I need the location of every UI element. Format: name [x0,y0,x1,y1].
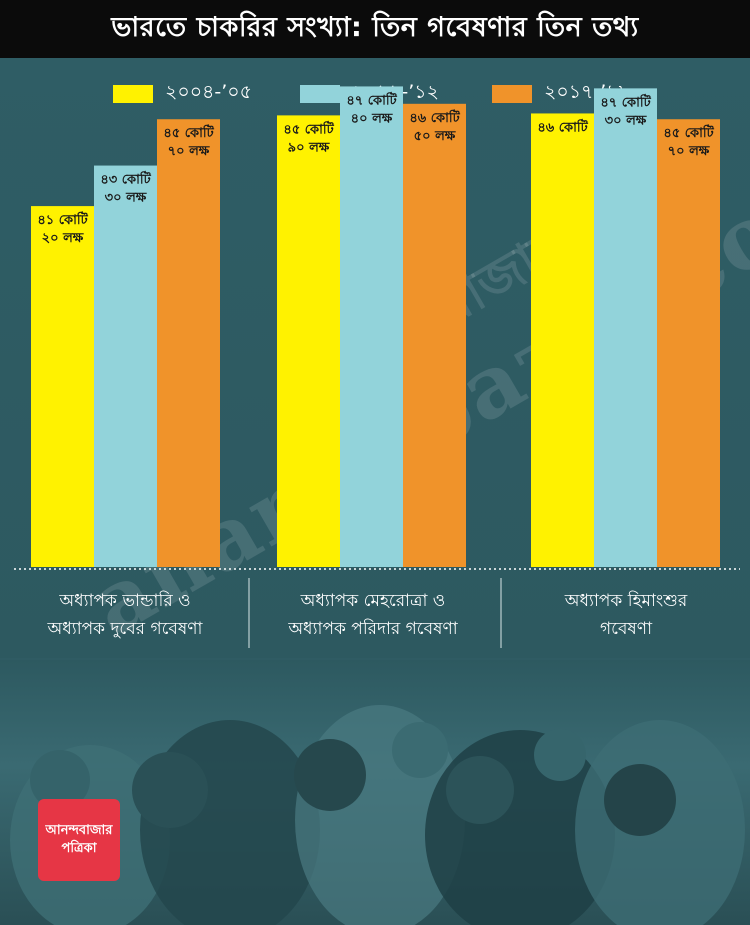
category-label-0: অধ্যাপক ভান্ডারি ও [58,590,190,611]
data-label-series-2-category-0: ৭০ লক্ষ [168,144,210,159]
data-label-series-0-category-0: ৪১ কোটি [37,211,88,228]
bar-series-1-category-1 [340,86,403,568]
bar-series-2-category-0 [157,119,220,568]
category-label-1: অধ্যাপক মেহরোত্রা ও [300,591,446,611]
legend-item-2004: ২০০৪-’০৫ [113,78,252,110]
data-label-series-0-category-0: ২০ লক্ষ [42,231,84,246]
category-label-0: অধ্যাপক দুবের গবেষণা [47,619,204,639]
data-label-series-0-category-1: ৯০ লক্ষ [288,140,330,155]
category-label-2: অধ্যাপক হিমাংশুর [564,590,688,611]
legend-swatch-2017 [492,85,532,103]
data-label-series-1-category-0: ৩০ লক্ষ [105,191,147,206]
data-label-series-2-category-1: ৫০ লক্ষ [414,129,456,144]
chart-title: ভারতে চাকরির সংখ্যা: তিন গবেষণার তিন তথ্… [111,11,639,43]
category-label-1: অধ্যাপক পরিদার গবেষণা [287,618,458,639]
data-label-series-0-category-1: ৪৫ কোটি [283,120,334,137]
data-label-series-1-category-2: ৩০ লক্ষ [605,113,647,128]
bar-series-1-category-2 [594,88,657,568]
crowd-photo-illustration [10,705,745,925]
bar-series-0-category-1 [277,115,340,567]
bar-series-0-category-0 [31,206,94,567]
bar-series-2-category-1 [403,103,466,568]
logo-line-2: পত্রিকা [61,841,97,856]
bar-chart: ৪১ কোটি ২০ লক্ষ ৪৫ কোটি ৯০ লক্ষ ৪৬ কোটি ৪৩ কো… [14,86,740,648]
legend-label-2004: ২০০৪-’০৫ [165,81,252,103]
bar-series-2-category-2 [657,119,720,568]
background-photo [0,660,750,925]
data-label-series-2-category-2: ৪৫ কোটি [663,124,714,141]
logo-line-1: আনন্দবাজার [45,823,113,838]
legend-swatch-2004 [113,85,153,103]
category-label-2: গবেষণা [600,619,653,639]
data-label-series-2-category-0: ৪৫ কোটি [163,124,214,141]
data-label-series-0-category-2: ৪৬ কোটি [537,118,588,135]
data-label-series-1-category-2: ৪৭ কোটি [600,93,651,110]
bar-series-1-category-0 [94,165,157,567]
data-label-series-1-category-0: ৪৩ কোটি [100,171,151,188]
data-label-series-1-category-1: ৪৭ কোটি [346,91,397,108]
legend: ২০০৪-’০৫ ২০১১-’১২ ২০১৭-’১৮ [0,78,750,118]
data-label-series-2-category-2: ৭০ লক্ষ [668,144,710,159]
bar-series-0-category-2 [531,113,594,567]
title-bar: ভারতে চাকরির সংখ্যা: তিন গবেষণার তিন তথ্… [0,0,750,58]
anandabazar-logo: আনন্দবাজার পত্রিকা [38,799,120,881]
data-label-series-1-category-1: ৪০ লক্ষ [351,111,393,126]
legend-swatch-2011 [300,85,340,103]
data-label-series-2-category-1: ৪৬ কোটি [409,109,460,126]
